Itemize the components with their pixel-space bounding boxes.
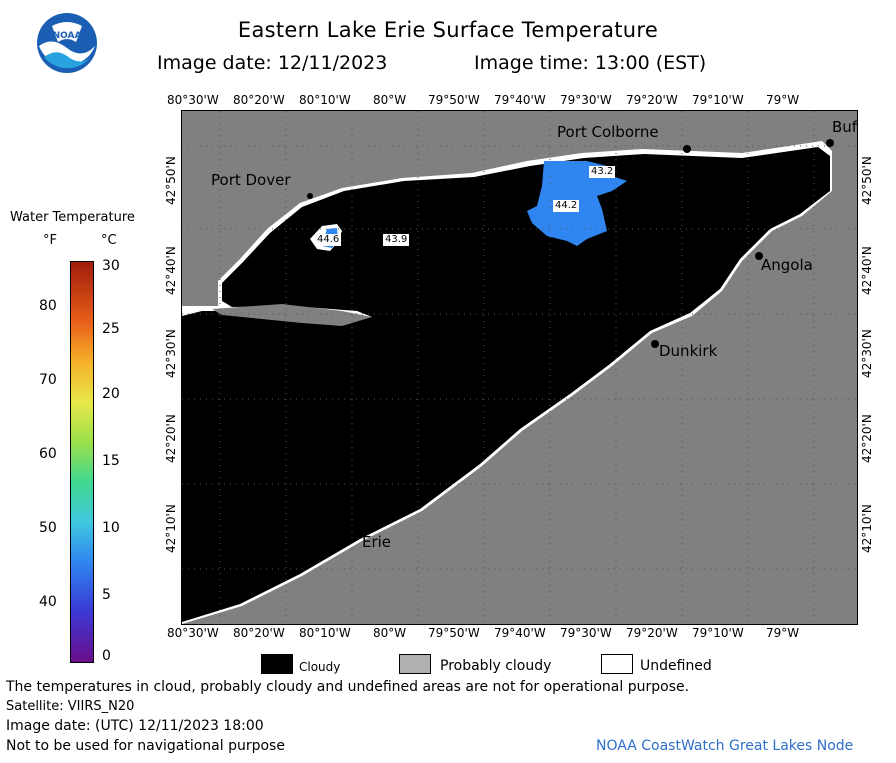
lon-tick-bottom: 79°20'W xyxy=(626,626,678,640)
city-dot-dunkirk xyxy=(651,340,659,348)
colorbar-c-tick: 30 xyxy=(102,258,120,274)
legend-swatch-undefined xyxy=(601,654,633,674)
probably-cloudy-area xyxy=(212,304,372,326)
lon-tick-top: 80°30'W xyxy=(167,93,219,107)
noaa-logo: NOAA xyxy=(36,12,98,74)
colorbar xyxy=(70,261,94,663)
lon-tick-top: 79°20'W xyxy=(626,93,678,107)
cloudy-area xyxy=(182,147,830,622)
lat-tick-left: 42°20'N xyxy=(164,414,178,463)
lon-tick-bottom: 80°W xyxy=(373,626,407,640)
colorbar-f-tick: 40 xyxy=(39,594,57,610)
footer-utc-date: Image date: (UTC) 12/11/2023 18:00 xyxy=(6,718,264,734)
colorbar-f-tick: 60 xyxy=(39,446,57,462)
city-dot-angola xyxy=(755,252,763,260)
city-dot-port-dover xyxy=(307,193,313,199)
city-label-port-colborne: Port Colborne xyxy=(557,123,659,141)
city-dot-buffalo xyxy=(826,139,834,147)
temp-label: 44.2 xyxy=(553,200,580,212)
colorbar-c-tick: 25 xyxy=(102,321,120,337)
lon-tick-bottom: 80°10'W xyxy=(299,626,351,640)
lat-tick-right: 42°20'N xyxy=(860,414,874,463)
lon-tick-top: 80°W xyxy=(373,93,407,107)
footer-navigation: Not to be used for navigational purpose xyxy=(6,738,285,754)
colorbar-f-tick: 70 xyxy=(39,372,57,388)
lat-tick-left: 42°50'N xyxy=(164,156,178,205)
map-panel xyxy=(181,110,858,625)
colorbar-c-tick: 5 xyxy=(102,587,111,603)
image-date: Image date: 12/11/2023 xyxy=(157,52,388,74)
lon-tick-bottom: 79°W xyxy=(766,626,800,640)
lat-tick-right: 42°40'N xyxy=(860,246,874,295)
temp-label: 44.6 xyxy=(315,234,342,246)
lon-tick-top: 80°20'W xyxy=(233,93,285,107)
temp-label: 43.2 xyxy=(589,166,616,178)
colorbar-c-tick: 20 xyxy=(102,386,120,402)
lon-tick-bottom: 79°40'W xyxy=(494,626,546,640)
temp-label: 43.9 xyxy=(383,234,410,246)
city-label-dunkirk: Dunkirk xyxy=(659,342,718,360)
lon-tick-top: 79°10'W xyxy=(692,93,744,107)
legend-swatch-probably-cloudy xyxy=(399,654,431,674)
lon-tick-top: 79°30'W xyxy=(560,93,612,107)
legend-label-cloudy: Cloudy xyxy=(299,660,341,674)
city-label-angola: Angola xyxy=(761,256,813,274)
lon-tick-bottom: 80°20'W xyxy=(233,626,285,640)
lat-tick-right: 42°10'N xyxy=(860,504,874,553)
map-svg xyxy=(182,111,857,624)
footer-satellite: Satellite: VIIRS_N20 xyxy=(6,699,135,714)
image-time: Image time: 13:00 (EST) xyxy=(474,52,707,74)
city-label-buffalo: Buf xyxy=(832,118,858,136)
lon-tick-top: 79°40'W xyxy=(494,93,546,107)
colorbar-c-tick: 10 xyxy=(102,520,120,536)
legend-label-probably-cloudy: Probably cloudy xyxy=(440,658,552,674)
lon-tick-top: 79°W xyxy=(766,93,800,107)
logo-text: NOAA xyxy=(53,31,82,41)
colorbar-title: Water Temperature xyxy=(10,210,135,225)
colorbar-f-tick: 80 xyxy=(39,298,57,314)
page-title: Eastern Lake Erie Surface Temperature xyxy=(237,18,659,42)
footer-disclaimer: The temperatures in cloud, probably clou… xyxy=(6,679,690,695)
lat-tick-right: 42°50'N xyxy=(860,156,874,205)
lon-tick-bottom: 79°30'W xyxy=(560,626,612,640)
lat-tick-left: 42°30'N xyxy=(164,329,178,378)
city-label-port-dover: Port Dover xyxy=(211,171,291,189)
colorbar-c-tick: 0 xyxy=(102,648,111,664)
colorbar-c-tick: 15 xyxy=(102,453,120,469)
colorbar-unit-f: °F xyxy=(43,233,57,248)
city-label-erie: Erie xyxy=(362,533,392,551)
lon-tick-top: 80°10'W xyxy=(299,93,351,107)
footer-credit: NOAA CoastWatch Great Lakes Node xyxy=(596,738,854,754)
colorbar-unit-c: °C xyxy=(101,233,117,248)
lon-tick-bottom: 79°50'W xyxy=(428,626,480,640)
lat-tick-right: 42°30'N xyxy=(860,329,874,378)
lat-tick-left: 42°10'N xyxy=(164,504,178,553)
city-dot-port-colborne xyxy=(683,145,691,153)
lat-tick-left: 42°40'N xyxy=(164,246,178,295)
lon-tick-top: 79°50'W xyxy=(428,93,480,107)
lon-tick-bottom: 79°10'W xyxy=(692,626,744,640)
colorbar-f-tick: 50 xyxy=(39,520,57,536)
legend-swatch-cloudy xyxy=(261,654,293,674)
city-dot-erie xyxy=(353,529,361,537)
lon-tick-bottom: 80°30'W xyxy=(167,626,219,640)
legend-label-undefined: Undefined xyxy=(640,658,712,674)
